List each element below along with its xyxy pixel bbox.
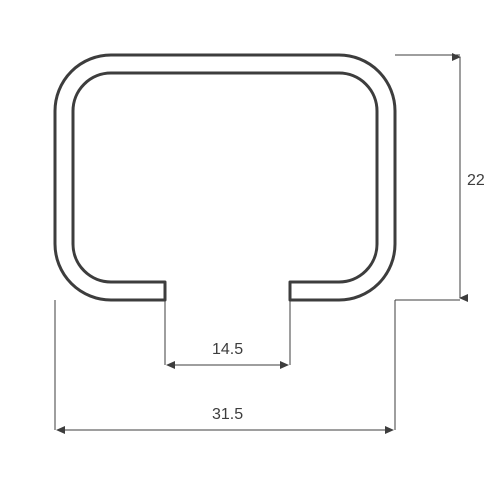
dim-label-width: 31.5 xyxy=(212,406,243,424)
dim-label-height: 22 xyxy=(467,172,485,190)
profile-drawing xyxy=(0,0,500,500)
dim-label-slot: 14.5 xyxy=(212,341,243,359)
